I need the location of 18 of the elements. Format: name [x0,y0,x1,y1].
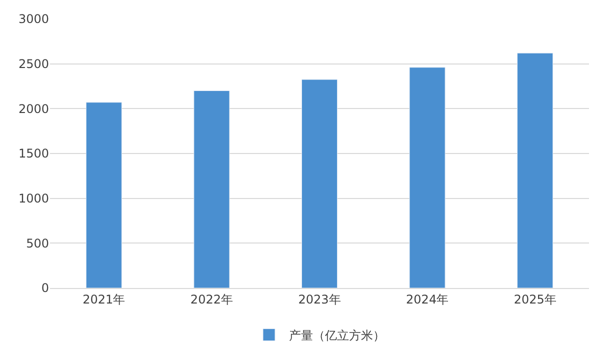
y-tick-label: 1000 [18,192,49,206]
y-tick-label: 2500 [18,57,49,72]
y-tick-label: 500 [26,236,49,250]
bar [86,102,122,288]
bar [301,79,338,288]
x-tick-label: 2021年 [82,292,126,306]
x-tick-label: 2024年 [406,292,449,306]
x-tick-label: 2022年 [190,292,233,306]
y-tick-label: 2000 [18,102,49,116]
legend-label: 产量（亿立方米） [289,328,385,342]
bar [517,52,554,288]
bar [194,90,230,288]
y-tick-label: 0 [41,281,49,296]
bar [409,67,446,288]
x-tick-label: 2023年 [298,292,341,306]
y-tick-label: 1500 [18,146,49,161]
x-tick-label: 2025年 [514,292,556,306]
y-tick-label: 3000 [18,12,49,26]
